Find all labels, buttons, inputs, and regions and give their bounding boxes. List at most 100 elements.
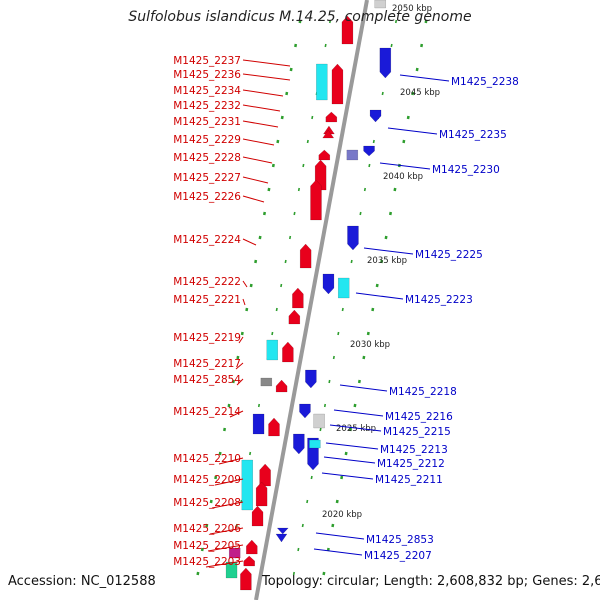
scale-label: 2045 kbp [400,88,440,98]
tick-mark [254,259,258,264]
forward-gene-label: M1425_2224 [173,234,241,246]
tick-mark [245,307,249,312]
forward-gene-feature [316,63,328,101]
forward-gene-label: M1425_2208 [173,497,241,509]
reverse-gene-label: M1425_2207 [364,550,432,562]
forward-gene-feature [259,463,271,487]
tick-mark [310,475,313,480]
forward-gene-label: M1425_2227 [173,172,241,184]
forward-gene-label: M1425_2237 [173,55,241,67]
forward-gene-leader-line [242,280,248,288]
reverse-gene-label: M1425_2223 [405,294,473,306]
forward-gene-leader-line [235,362,244,370]
reverse-gene-leader-line [321,472,374,480]
tick-mark [298,19,302,24]
scale-label: 2030 kbp [350,340,390,350]
tick-mark [294,43,298,48]
tick-mark [394,19,398,24]
forward-gene-leader-line [238,336,244,344]
scale-label: 2050 kbp [392,4,432,14]
tick-mark [331,523,335,528]
forward-gene-feature [251,505,264,527]
tick-mark [218,451,222,456]
forward-gene-label: M1425_2217 [173,358,241,370]
tick-mark [311,115,314,120]
tick-mark [236,355,240,360]
forward-gene-feature [243,555,255,567]
tick-mark [196,571,200,576]
reverse-gene-leader-line [315,532,365,540]
forward-gene-leader-line [214,478,244,486]
tick-mark [363,187,367,192]
tick-mark [375,283,379,288]
forward-gene-leader-line [242,89,284,97]
reverse-gene-feature [337,277,350,299]
tick-mark [297,547,300,552]
forward-gene-feature [266,339,278,361]
reverse-gene-leader-line [399,74,450,82]
map-title: Sulfolobus islandicus M.14.25, complete … [128,9,472,25]
forward-gene-leader-line [229,410,244,418]
accession-text: Accession: NC_012588 [8,574,156,589]
tick-mark [384,235,388,240]
genome-backbone [254,0,369,600]
reverse-gene-label: M1425_2212 [377,458,445,470]
forward-gene-feature [252,413,265,435]
forward-gene-feature [260,377,273,387]
tick-mark [362,355,366,360]
forward-gene-label: M1425_2854 [173,374,241,386]
tick-mark [292,571,295,576]
tick-mark [388,211,393,216]
forward-gene-label: M1425_2221 [173,294,241,306]
reverse-gene-feature [322,273,335,295]
forward-gene-leader-line [242,73,291,81]
forward-gene-feature [255,481,268,507]
reverse-gene-leader-line [387,127,438,135]
tick-mark [324,43,327,48]
tick-mark [209,499,213,504]
tick-mark [402,139,406,144]
tick-mark [249,283,253,288]
tick-mark [200,547,204,552]
tick-mark [344,451,348,456]
forward-gene-feature [240,567,252,591]
forward-gene-leader-line [209,527,244,535]
tick-mark [280,283,283,288]
forward-gene-leader-line [242,120,279,128]
tick-mark [328,379,331,384]
tick-mark [262,211,267,216]
tick-mark [302,163,305,168]
reverse-gene-leader-line [325,442,379,450]
tick-mark [390,43,393,48]
tick-mark [276,139,280,144]
reverse-gene-leader-line [379,162,431,170]
forward-gene-label: M1425_2205 [173,540,241,552]
reverse-gene-label: M1425_2238 [451,76,519,88]
reverse-gene-feature [276,527,289,535]
tick-mark [205,523,209,528]
reverse-gene-label: M1425_2230 [432,164,500,176]
forward-gene-leader-line [218,457,244,465]
forward-gene-leader-line [205,560,244,568]
reverse-gene-label: M1425_2216 [385,411,453,423]
tick-mark [337,331,340,336]
forward-gene-leader-line [242,298,246,306]
forward-gene-label: M1425_2229 [173,134,241,146]
forward-gene-feature [341,15,354,45]
tick-mark [319,427,322,432]
tick-mark [323,403,327,408]
tick-mark [275,307,278,312]
tick-mark [335,499,339,504]
forward-gene-feature [228,547,241,559]
forward-gene-label: M1425_2232 [173,100,241,112]
reverse-gene-feature [309,439,321,449]
forward-gene-leader-line [242,176,269,184]
tick-mark [289,67,293,72]
reverse-gene-feature [374,0,387,9]
forward-gene-label: M1425_2209 [173,474,241,486]
forward-gene-label: M1425_2226 [173,191,241,203]
forward-gene-label: M1425_2228 [173,152,241,164]
forward-gene-label: M1425_2222 [173,276,241,288]
